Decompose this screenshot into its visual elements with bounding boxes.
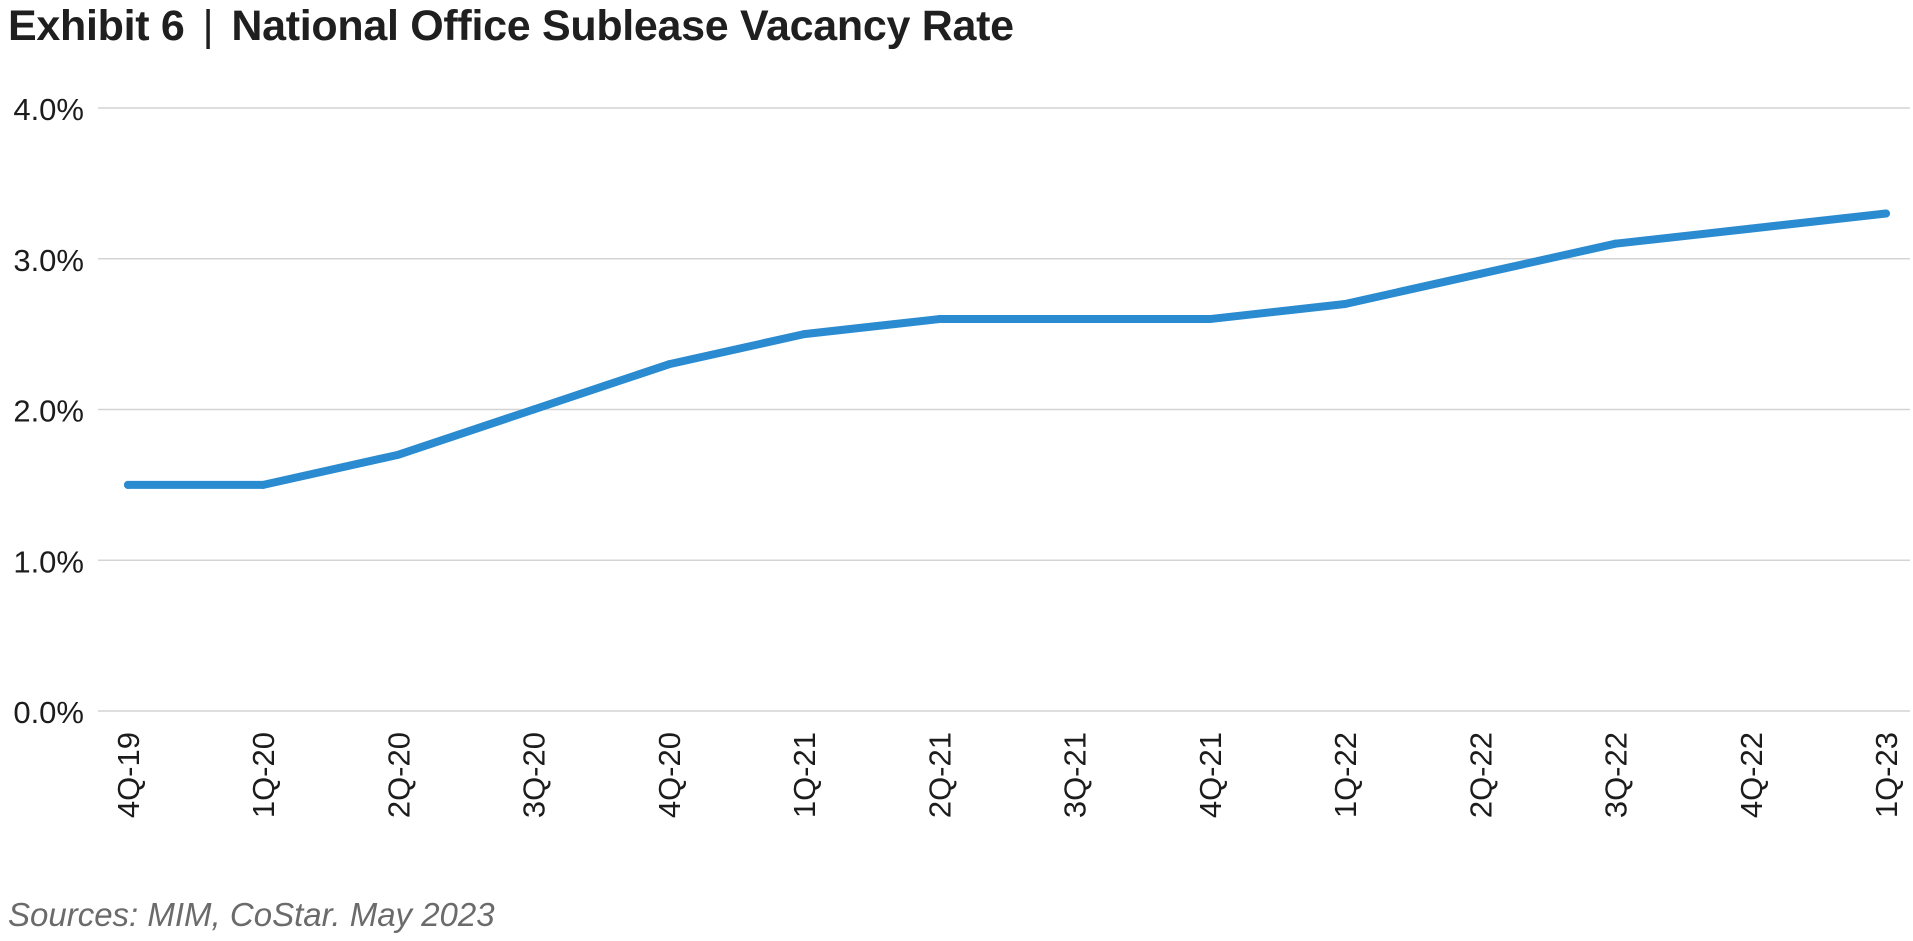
gridlines (98, 107, 1910, 712)
x-tick-label: 4Q-20 (652, 732, 687, 818)
x-axis: 4Q-19 1Q-20 2Q-20 3Q-20 4Q-20 1Q-21 2Q-21 3Q-21… (111, 732, 1904, 818)
title-separator: | (202, 2, 214, 50)
x-tick-label: 2Q-22 (1463, 732, 1498, 818)
data-point (529, 405, 538, 414)
series-line (124, 209, 1890, 489)
y-tick-label: 0.0% (13, 695, 84, 730)
data-point (124, 480, 132, 489)
data-point (1611, 239, 1620, 248)
x-tick-label: 1Q-22 (1328, 732, 1363, 818)
x-tick-label: 3Q-21 (1058, 732, 1093, 818)
x-tick-label: 4Q-19 (111, 732, 146, 818)
x-tick-label: 3Q-20 (517, 732, 552, 818)
x-tick-label: 3Q-22 (1599, 732, 1634, 818)
x-tick-label: 1Q-21 (787, 732, 822, 818)
data-point (259, 480, 268, 489)
data-point (664, 360, 673, 369)
data-point (935, 315, 944, 324)
y-tick-label: 3.0% (13, 243, 84, 278)
data-point (800, 330, 809, 339)
title-text: National Office Sublease Vacancy Rate (231, 2, 1014, 50)
data-point (394, 450, 403, 459)
y-tick-label: 1.0% (13, 544, 84, 579)
y-axis: 0.0% 1.0% 2.0% 3.0% 4.0% (13, 92, 84, 730)
data-point (1205, 315, 1214, 324)
y-tick-label: 2.0% (13, 394, 84, 429)
chart-title: Exhibit 6 | National Office Sublease Vacan… (8, 2, 1014, 51)
exhibit-label: Exhibit 6 (8, 2, 185, 50)
data-point (1070, 315, 1079, 324)
x-tick-label: 1Q-23 (1869, 732, 1904, 818)
x-tick-label: 4Q-21 (1193, 732, 1228, 818)
x-tick-label: 1Q-20 (246, 732, 281, 818)
data-point (1341, 299, 1350, 308)
x-tick-label: 2Q-20 (381, 732, 416, 818)
source-note: Sources: MIM, CoStar. May 2023 (8, 896, 495, 933)
data-point (1746, 224, 1755, 233)
x-tick-label: 4Q-22 (1734, 732, 1769, 818)
data-point (1882, 209, 1890, 218)
y-tick-label: 4.0% (13, 92, 84, 127)
x-tick-label: 2Q-21 (922, 732, 957, 818)
data-point (1476, 269, 1485, 278)
series (124, 209, 1890, 489)
